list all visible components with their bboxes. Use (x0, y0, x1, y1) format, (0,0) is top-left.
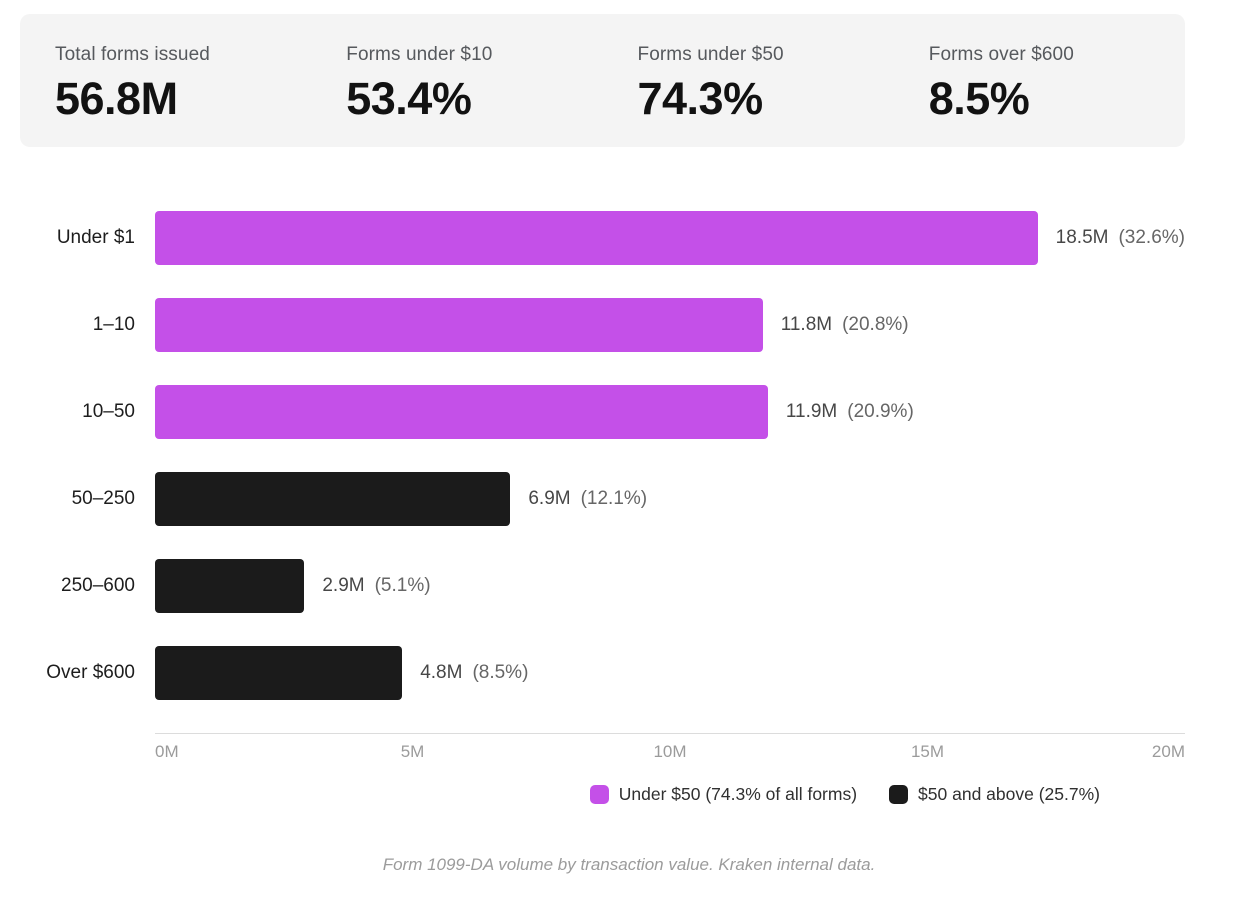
bar-row: 1–10 11.8M (20.8%) (0, 298, 1185, 352)
bar-under50 (155, 298, 763, 352)
bar-track: 2.9M (5.1%) (155, 559, 1185, 613)
category-label: 10–50 (82, 401, 135, 422)
stats-bar: Total forms issued 56.8M Forms under $10… (20, 14, 1185, 147)
value-label: 4.8M (8.5%) (420, 662, 528, 684)
category-label: 250–600 (61, 575, 135, 596)
stat-value: 56.8M (55, 73, 178, 124)
bar-row: Over $600 4.8M (8.5%) (0, 646, 1185, 700)
stat-value: 53.4% (346, 73, 472, 124)
bar-track: 6.9M (12.1%) (155, 472, 1185, 526)
x-axis: 0M 5M 10M 15M 20M (155, 733, 1185, 768)
value-percent: (20.9%) (847, 401, 914, 422)
value-percent: (32.6%) (1118, 227, 1185, 248)
value-number: 4.8M (420, 662, 463, 683)
value-label: 11.8M (20.8%) (781, 314, 909, 336)
stat-forms-under-50: Forms under $50 74.3% (603, 44, 894, 125)
bar-row: 250–600 2.9M (5.1%) (0, 559, 1185, 613)
legend-swatch-under-50 (589, 785, 609, 804)
bar-under50 (155, 385, 768, 439)
stat-value: 74.3% (637, 73, 764, 124)
legend-item-over-50: $50 and above (25.7%) (889, 784, 1100, 805)
bar-row: 10–50 11.9M (20.9%) (0, 385, 1185, 439)
legend-label: Under $50 (74.3% of all forms) (618, 784, 858, 804)
stat-total-forms-issued: Total forms issued 56.8M (20, 44, 311, 125)
legend: Under $50 (74.3% of all forms) $50 and a… (0, 784, 1100, 805)
legend-swatch-over-50 (889, 785, 909, 804)
bar-track: 18.5M (32.6%) (155, 211, 1185, 265)
value-percent: (12.1%) (580, 488, 648, 509)
legend-label: $50 and above (25.7%) (918, 784, 1100, 804)
value-number: 6.9M (528, 488, 571, 509)
bar-under50 (155, 211, 1038, 265)
stat-label: Forms over $600 (928, 44, 1074, 65)
value-percent: (20.8%) (842, 314, 909, 335)
value-label: 6.9M (12.1%) (528, 488, 647, 510)
x-axis-ticks: 0M 5M 10M 15M 20M (155, 742, 1185, 768)
value-number: 11.9M (785, 401, 838, 422)
stat-forms-over-600: Forms over $600 8.5% (894, 44, 1185, 125)
bar-over50 (155, 559, 305, 613)
stat-forms-under-10: Forms under $10 53.4% (311, 44, 602, 125)
value-label: 18.5M (32.6%) (1056, 227, 1185, 249)
bar-over50 (155, 472, 511, 526)
stat-value: 8.5% (928, 73, 1030, 124)
value-number: 2.9M (322, 575, 365, 596)
category-label: Over $600 (46, 662, 135, 683)
category-label: 1–10 (92, 314, 135, 335)
category-label: Under $1 (56, 227, 135, 248)
value-number: 11.8M (780, 314, 833, 335)
stat-label: Forms under $50 (637, 44, 784, 65)
bar-chart: Under $1 18.5M (32.6%) 1–10 11.8M (20.8%) 10–5… (0, 211, 1185, 805)
x-tick: 0M (155, 742, 179, 761)
value-number: 18.5M (1055, 227, 1109, 248)
bar-row: Under $1 18.5M (32.6%) (0, 211, 1185, 265)
bar-track: 11.9M (20.9%) (155, 385, 1185, 439)
stat-label: Forms under $10 (346, 44, 493, 65)
x-axis-line (155, 733, 1185, 734)
bar-over50 (155, 646, 403, 700)
legend-item-under-50: Under $50 (74.3% of all forms) (589, 784, 858, 805)
bar-row: 50–250 6.9M (12.1%) (0, 472, 1185, 526)
bar-track: 11.8M (20.8%) (155, 298, 1185, 352)
value-percent: (8.5%) (472, 662, 529, 683)
bar-rows: Under $1 18.5M (32.6%) 1–10 11.8M (20.8%) 10–5… (0, 211, 1185, 700)
stat-label: Total forms issued (55, 44, 210, 65)
x-tick: 10M (653, 742, 687, 761)
x-tick: 15M (910, 742, 945, 761)
x-tick: 5M (400, 742, 425, 761)
category-label: 50–250 (71, 488, 135, 509)
chart-caption: Form 1099-DA volume by transaction value… (382, 855, 876, 874)
value-label: 2.9M (5.1%) (322, 575, 430, 597)
x-tick: 20M (1151, 742, 1185, 761)
value-label: 11.9M (20.9%) (786, 401, 914, 423)
bar-track: 4.8M (8.5%) (155, 646, 1185, 700)
value-percent: (5.1%) (374, 575, 431, 596)
